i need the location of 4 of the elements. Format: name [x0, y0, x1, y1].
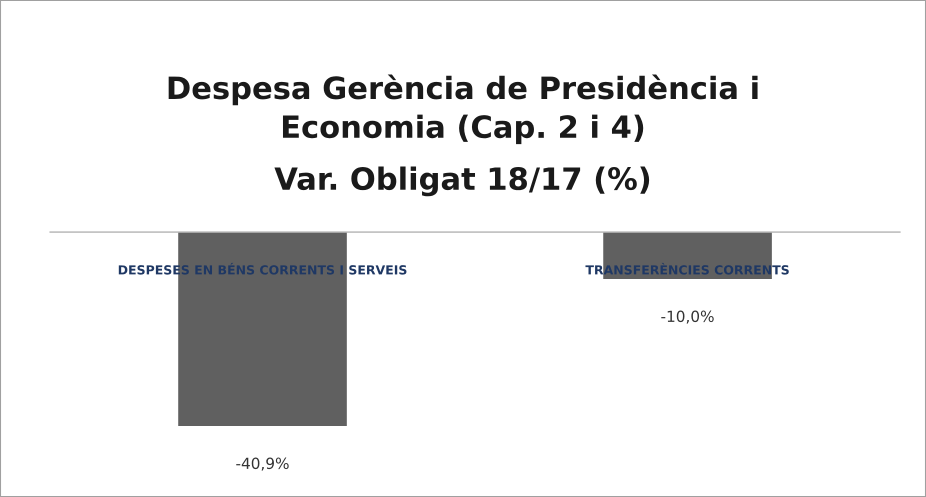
- data-label: -40,9%: [236, 458, 289, 471]
- chart-title: Despesa Gerència de Presidència i Economia (Cap. 2 i 4): [168, 74, 758, 144]
- data-label: -10,0%: [661, 310, 714, 324]
- chart-subtitle: Var. Obligat 18/17 (%): [274, 166, 650, 196]
